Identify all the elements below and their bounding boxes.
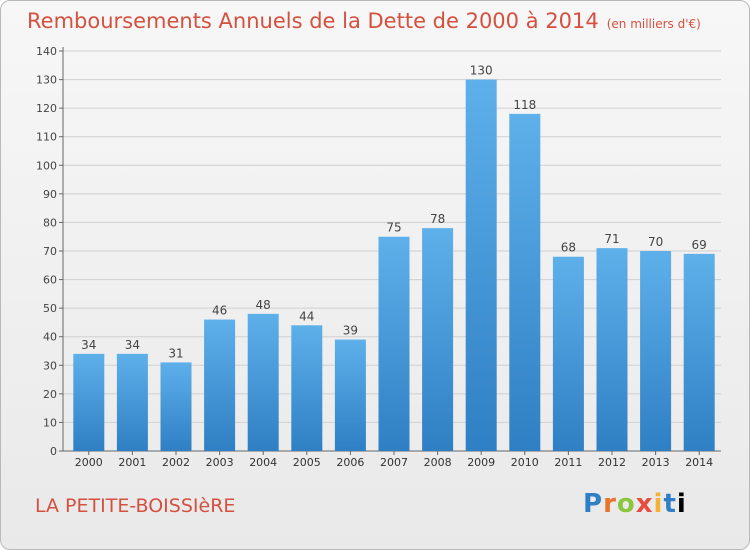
x-tick-label: 2000 (75, 456, 103, 469)
proxiti-logo[interactable]: Proxiti (583, 489, 687, 519)
y-tick-label: 60 (43, 274, 57, 287)
y-tick-label: 70 (43, 245, 57, 258)
x-tick-label: 2007 (380, 456, 408, 469)
data-label: 69 (692, 238, 707, 252)
bar (116, 353, 148, 451)
y-tick-label: 30 (43, 359, 57, 372)
x-tick-label: 2014 (685, 456, 713, 469)
bars (73, 79, 715, 452)
bar (422, 228, 454, 451)
data-label: 118 (513, 98, 536, 112)
logo-letter: o (616, 489, 636, 519)
data-label: 75 (386, 221, 401, 235)
city-name: LA PETITE-BOISSIèRE (35, 495, 236, 517)
y-tick-label: 130 (36, 74, 57, 87)
y-tick-label: 10 (43, 416, 57, 429)
y-tick-label: 50 (43, 302, 57, 315)
bar (73, 353, 105, 451)
bar (160, 362, 192, 451)
bar (334, 339, 366, 451)
x-tick-label: 2002 (162, 456, 190, 469)
data-label: 31 (168, 346, 183, 360)
y-tick-label: 120 (36, 102, 57, 115)
x-tick-label: 2009 (467, 456, 495, 469)
bar (291, 325, 323, 451)
x-tick-label: 2012 (598, 456, 626, 469)
data-label: 39 (343, 324, 358, 338)
logo-letter: x (635, 489, 654, 519)
data-label: 130 (470, 64, 493, 78)
x-tick-label: 2004 (249, 456, 277, 469)
bar (378, 236, 410, 451)
logo-letter: t (663, 489, 677, 519)
x-tick-label: 2011 (554, 456, 582, 469)
bar (247, 313, 279, 451)
y-tick-label: 140 (36, 45, 57, 58)
bar (552, 256, 584, 451)
logo-letter: i (676, 489, 687, 519)
chart-title-text: Remboursements Annuels de la Dette de 20… (27, 9, 599, 33)
data-label: 34 (125, 338, 140, 352)
bar (596, 248, 628, 451)
data-label: 34 (81, 338, 96, 352)
bar (465, 79, 497, 452)
data-label: 78 (430, 212, 445, 226)
x-tick-label: 2006 (336, 456, 364, 469)
bar (509, 113, 541, 451)
x-tick-label: 2001 (118, 456, 146, 469)
bar (640, 251, 672, 451)
y-tick-label: 0 (50, 445, 57, 458)
logo-letter: i (653, 489, 664, 519)
data-labels: 34 34 31 46 48 44 39 75 78 130 118 68 71 70 69 (81, 64, 707, 361)
y-tick-label: 20 (43, 388, 57, 401)
data-label: 68 (561, 241, 576, 255)
bar (683, 253, 715, 451)
logo-letter: r (603, 489, 617, 519)
data-label: 70 (648, 235, 663, 249)
y-tick-label: 80 (43, 216, 57, 229)
data-label: 44 (299, 309, 314, 323)
x-tick-label: 2003 (206, 456, 234, 469)
y-tick-label: 100 (36, 159, 57, 172)
bar (204, 319, 236, 451)
x-tick-label: 2010 (511, 456, 539, 469)
chart-title: Remboursements Annuels de la Dette de 20… (27, 9, 701, 33)
x-tick-label: 2008 (424, 456, 452, 469)
y-tick-label: 90 (43, 188, 57, 201)
logo-letter: P (583, 489, 604, 519)
data-label: 46 (212, 304, 227, 318)
y-tick-label: 110 (36, 131, 57, 144)
y-tick-label: 40 (43, 331, 57, 344)
data-label: 71 (604, 232, 619, 246)
x-tick-label: 2005 (293, 456, 321, 469)
data-label: 48 (256, 298, 271, 312)
chart-unit: (en milliers d'€) (606, 17, 701, 31)
axes: 0 10 20 30 40 50 60 70 80 90 100 110 120 130 140 2000 20… (36, 45, 721, 469)
x-tick-label: 2013 (642, 456, 670, 469)
